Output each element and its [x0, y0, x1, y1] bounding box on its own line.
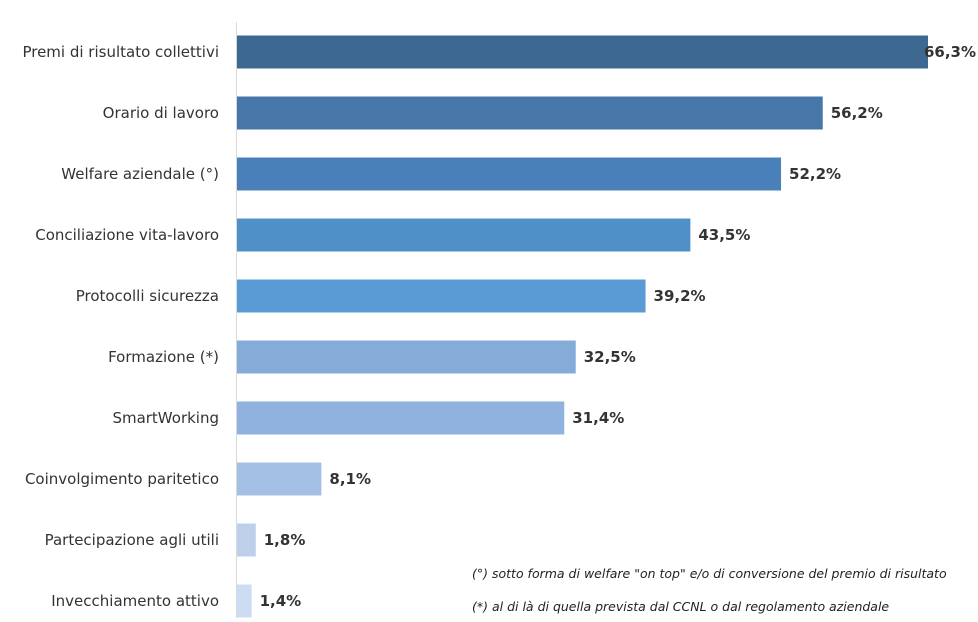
value-label-1: 56,2%: [831, 104, 883, 122]
value-label-3: 43,5%: [698, 226, 750, 244]
value-label-5: 32,5%: [584, 348, 636, 366]
category-label-6: SmartWorking: [112, 409, 219, 427]
value-label-6: 31,4%: [572, 409, 624, 427]
category-label-9: Invecchiamento attivo: [51, 592, 219, 610]
bar-7: [237, 462, 322, 496]
bar-1: [237, 96, 823, 130]
category-label-3: Conciliazione vita-lavoro: [35, 226, 219, 244]
value-label-4: 39,2%: [654, 287, 706, 305]
value-label-9: 1,4%: [260, 592, 302, 610]
category-label-1: Orario di lavoro: [103, 104, 219, 122]
value-label-7: 8,1%: [329, 470, 371, 488]
category-label-5: Formazione (*): [108, 348, 219, 366]
value-label-8: 1,8%: [264, 531, 306, 549]
category-label-8: Partecipazione agli utili: [45, 531, 219, 549]
bar-5: [237, 340, 576, 374]
value-labels-group: 66,3% 56,2% 52,2% 43,5% 39,2% 32,5% 31,4% 8,1% 1…: [260, 43, 976, 610]
bar-9: [237, 584, 252, 618]
bar-6: [237, 401, 565, 435]
category-label-0: Premi di risultato collettivi: [22, 43, 219, 61]
category-labels-group: Premi di risultato collettivi Orario di l…: [22, 43, 219, 610]
bar-8: [237, 523, 256, 557]
footnote-welfare: (°) sotto forma di welfare "on top" e/o …: [472, 566, 947, 581]
bar-2: [237, 157, 782, 191]
bar-3: [237, 218, 691, 252]
value-label-0: 66,3%: [924, 43, 976, 61]
bar-0: [237, 35, 928, 69]
value-label-2: 52,2%: [789, 165, 841, 183]
bar-4: [237, 279, 646, 313]
category-label-4: Protocolli sicurezza: [76, 287, 219, 305]
footnote-formazione: (*) al di là di quella prevista dal CCNL…: [472, 599, 889, 614]
category-label-2: Welfare aziendale (°): [61, 165, 219, 183]
category-label-7: Coinvolgimento paritetico: [25, 470, 219, 488]
bars-group: [237, 35, 928, 618]
